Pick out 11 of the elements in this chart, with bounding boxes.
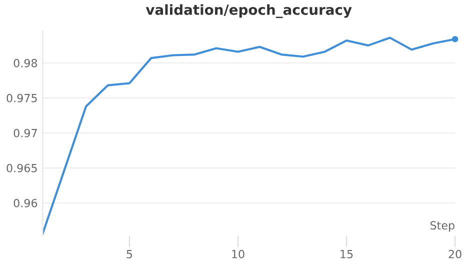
x-tick-label: 20 [448,250,462,258]
chart-title: validation/epoch_accuracy [146,4,352,18]
x-tick-label: 5 [126,250,132,258]
y-tick-label: 0.96 [14,198,38,208]
y-tick-label: 0.975 [6,94,37,102]
x-tick-label: 15 [340,250,353,258]
x-tick-label: 10 [232,250,244,258]
y-tick-label: 0.98 [14,58,38,68]
y-tick-label: 0.965 [6,164,37,172]
y-tick-label: 0.97 [14,128,37,138]
x-axis-title: Step [430,221,454,232]
